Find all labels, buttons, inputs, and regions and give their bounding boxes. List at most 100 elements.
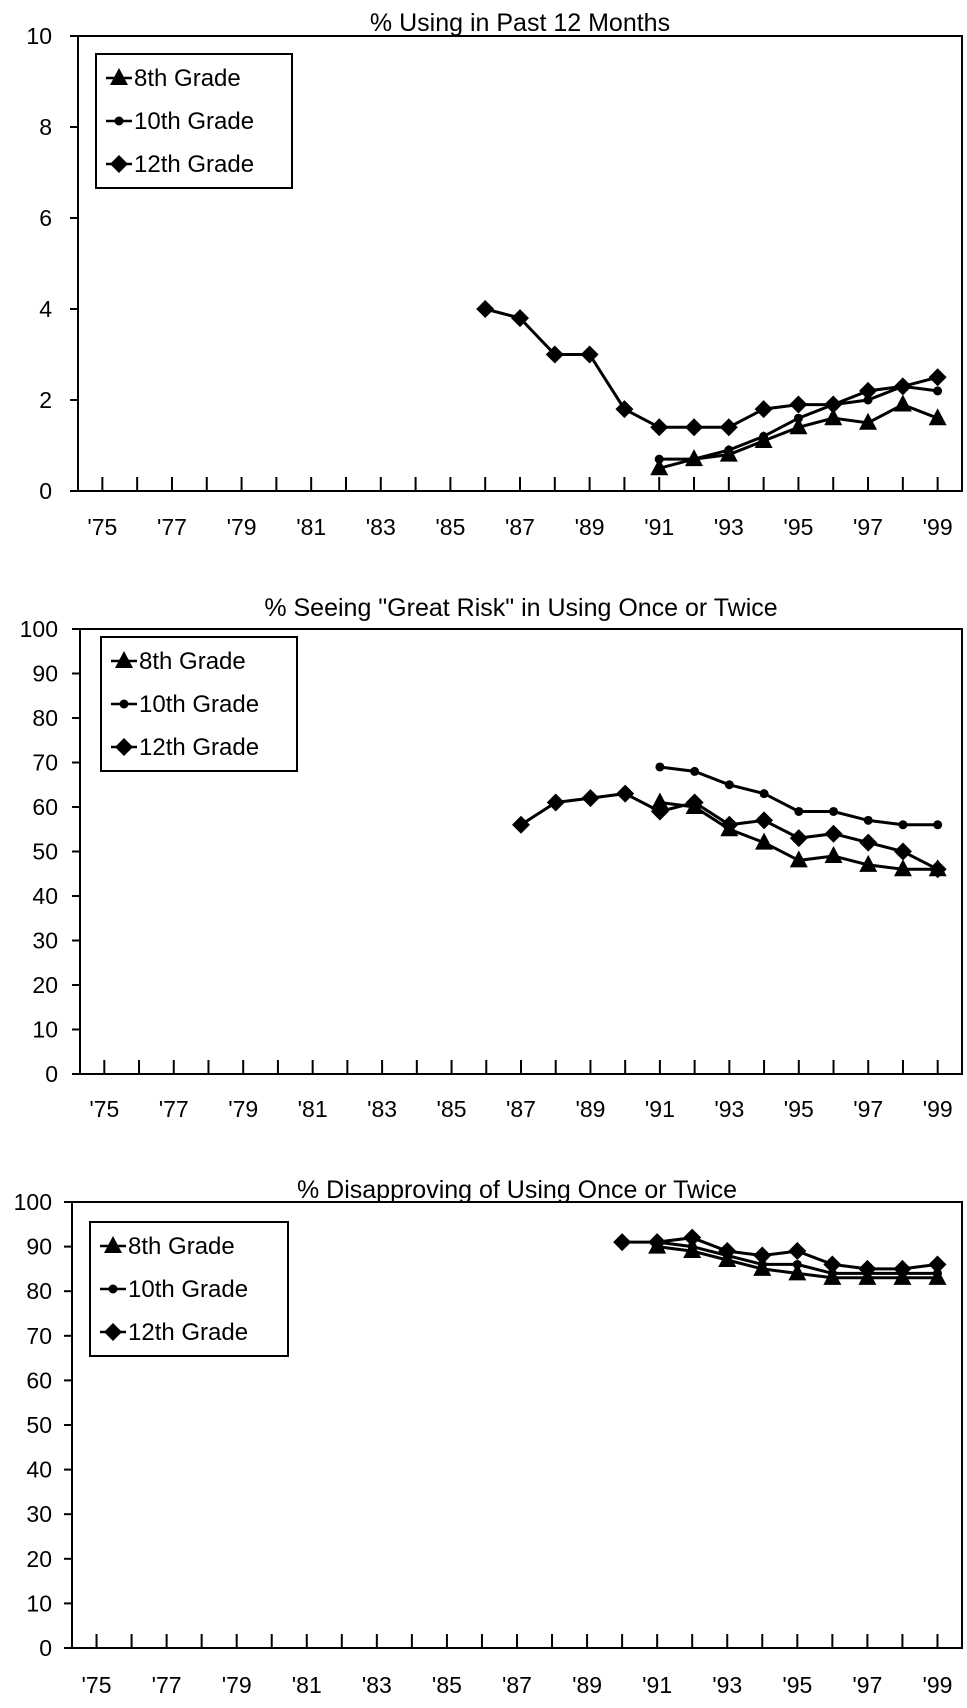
data-point — [859, 412, 878, 430]
x-tick-label: '93 — [712, 1672, 742, 1698]
data-point — [511, 309, 529, 328]
x-tick-label: '87 — [502, 1672, 532, 1698]
data-point — [655, 762, 665, 772]
data-point — [545, 345, 564, 364]
y-tick-label: 90 — [32, 661, 58, 687]
y-tick-label: 20 — [26, 1546, 52, 1572]
chart-title: % Using in Past 12 Months — [370, 9, 670, 37]
chart-title: % Seeing "Great Risk" in Using Once or T… — [264, 594, 777, 622]
data-point — [933, 820, 943, 830]
x-tick-label: '89 — [572, 1672, 602, 1698]
data-point — [893, 859, 912, 877]
data-point — [690, 766, 700, 776]
x-tick-label: '83 — [362, 1672, 392, 1698]
y-tick-label: 0 — [45, 1061, 58, 1087]
y-tick-label: 90 — [26, 1234, 52, 1260]
x-tick-label: '99 — [923, 1096, 953, 1122]
data-point — [685, 418, 704, 437]
data-point — [893, 1259, 912, 1278]
legend-label: 10th Grade — [139, 691, 259, 718]
legend-marker — [110, 155, 128, 173]
data-point — [893, 394, 912, 412]
data-point — [824, 395, 843, 414]
legend-marker — [104, 1323, 122, 1341]
x-tick-label: '89 — [575, 514, 605, 540]
data-point — [789, 829, 808, 848]
y-tick-label: 80 — [32, 705, 58, 731]
y-tick-label: 50 — [26, 1412, 52, 1438]
x-tick-label: '89 — [575, 1096, 605, 1122]
data-point — [928, 1255, 947, 1274]
data-point — [755, 832, 774, 850]
x-tick-label: '75 — [82, 1672, 112, 1698]
x-tick-label: '93 — [714, 514, 744, 540]
x-tick-label: '83 — [366, 514, 396, 540]
data-point — [650, 418, 669, 437]
data-point — [859, 854, 878, 872]
x-tick-label: '77 — [152, 1672, 182, 1698]
legend-label: 10th Grade — [134, 108, 254, 135]
data-point — [824, 824, 843, 843]
x-tick-label: '91 — [642, 1672, 672, 1698]
y-tick-label: 6 — [39, 205, 52, 231]
x-tick-label: '93 — [714, 1096, 744, 1122]
data-point — [724, 445, 734, 455]
data-point — [792, 1259, 802, 1269]
data-point — [928, 408, 947, 426]
legend-label: 12th Grade — [139, 734, 259, 761]
data-point — [863, 395, 873, 405]
data-point — [650, 458, 669, 476]
data-point — [863, 815, 873, 825]
data-point — [928, 368, 947, 387]
x-tick-label: '79 — [227, 514, 257, 540]
data-point — [759, 431, 769, 441]
legend-marker — [115, 651, 133, 668]
y-tick-label: 70 — [26, 1323, 52, 1349]
data-point — [654, 454, 664, 464]
x-tick-label: '79 — [222, 1672, 252, 1698]
data-point — [933, 386, 943, 396]
x-tick-label: '85 — [437, 1096, 467, 1122]
data-point — [476, 300, 495, 318]
data-point — [689, 454, 699, 464]
data-point — [755, 811, 774, 830]
x-tick-label: '95 — [783, 514, 813, 540]
data-point — [615, 400, 634, 419]
y-tick-label: 100 — [20, 616, 58, 642]
y-tick-label: 70 — [32, 750, 58, 776]
data-point — [754, 400, 773, 419]
data-point — [789, 850, 808, 868]
series-12th-grade — [512, 784, 947, 879]
y-tick-label: 0 — [39, 1635, 52, 1661]
chart-panel-1: % Using in Past 12 Months 0 2 4 6 8 10 '75 '77 '7… — [26, 9, 963, 540]
x-tick-label: '95 — [782, 1672, 812, 1698]
data-point — [753, 1246, 772, 1265]
chart-panel-2: % Seeing "Great Risk" in Using Once or T… — [20, 594, 963, 1122]
series-line — [659, 765, 938, 827]
legend-marker — [115, 738, 133, 756]
x-tick-label: '97 — [852, 1672, 882, 1698]
x-tick-label: '99 — [923, 514, 953, 540]
legend: 8th Grade 10th Grade 12th Grade — [89, 1221, 289, 1357]
y-tick-label: 10 — [32, 1017, 58, 1043]
data-point — [724, 780, 734, 790]
x-tick-label: '77 — [159, 1096, 189, 1122]
data-point — [823, 1255, 842, 1274]
legend-label: 8th Grade — [128, 1233, 235, 1260]
y-tick-label: 10 — [26, 1590, 52, 1616]
x-tick-label: '83 — [367, 1096, 397, 1122]
data-point — [512, 815, 530, 834]
data-point — [859, 833, 878, 852]
x-tick-label: '87 — [506, 1096, 536, 1122]
y-tick-label: 30 — [32, 928, 58, 954]
data-point — [683, 1228, 702, 1247]
data-point — [789, 395, 808, 414]
y-tick-label: 2 — [39, 387, 52, 413]
data-point — [859, 381, 878, 400]
x-tick-label: '97 — [853, 514, 883, 540]
data-point — [829, 806, 839, 816]
y-tick-label: 50 — [32, 839, 58, 865]
data-point — [720, 815, 739, 834]
y-tick-label: 8 — [39, 114, 52, 140]
